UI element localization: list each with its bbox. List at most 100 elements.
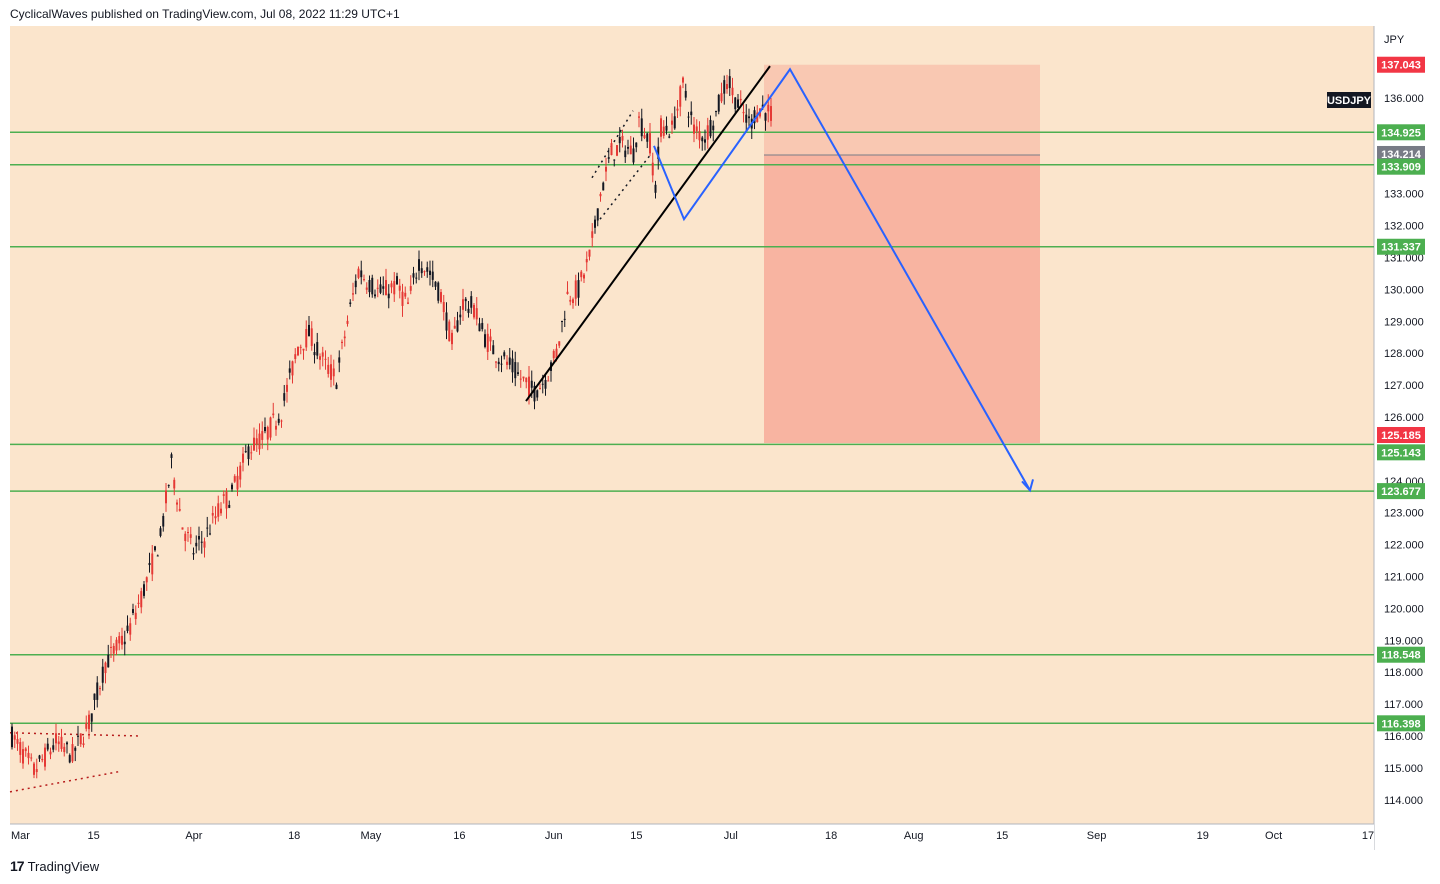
candle-body xyxy=(544,379,547,389)
candle-body xyxy=(519,378,522,380)
candle-body xyxy=(517,372,519,375)
dotted-patterns xyxy=(9,110,651,793)
candle-body xyxy=(272,413,275,416)
candle-body xyxy=(297,346,299,356)
candle-body xyxy=(594,219,596,228)
tradingview-logo-icon: 17 xyxy=(10,858,25,874)
drawings[interactable] xyxy=(525,65,1034,493)
candle-body xyxy=(522,376,525,379)
candle-body xyxy=(561,321,563,323)
x-tick-label: 19 xyxy=(1197,830,1209,842)
candle-body xyxy=(654,184,657,193)
time-axis[interactable] xyxy=(10,824,1374,850)
candle-body xyxy=(701,137,704,142)
candle-body xyxy=(247,446,250,460)
candle-body xyxy=(19,742,22,755)
x-tick-label: 18 xyxy=(825,830,837,842)
candle-body xyxy=(269,417,272,438)
candle-body xyxy=(255,438,258,445)
candle-body xyxy=(690,111,693,116)
candle-body xyxy=(423,271,426,273)
candle-body xyxy=(734,97,737,110)
candle-body xyxy=(726,83,728,90)
price-label-box xyxy=(1377,145,1425,162)
price-label-box xyxy=(1377,238,1425,255)
candle-body xyxy=(478,323,481,332)
candle-body xyxy=(363,279,365,281)
candle-body xyxy=(385,280,387,296)
candle-body xyxy=(621,135,624,141)
candle-body xyxy=(742,111,745,114)
candle-body xyxy=(404,292,407,297)
candle-body xyxy=(379,284,382,293)
candle-body xyxy=(181,527,184,530)
candle-body xyxy=(123,641,126,645)
candle-body xyxy=(349,302,352,304)
candle-body xyxy=(599,193,602,197)
short-position-box[interactable] xyxy=(764,64,1040,443)
candle-body xyxy=(426,267,429,272)
candle-body xyxy=(371,277,374,295)
candle-body xyxy=(44,747,46,767)
candle-body xyxy=(187,532,189,534)
candle-body xyxy=(79,733,82,745)
y-tick-label: 136.000 xyxy=(1384,93,1424,105)
y-tick-label: 118.000 xyxy=(1384,667,1423,679)
candle-body xyxy=(104,662,107,674)
candle-body xyxy=(211,512,214,516)
candle-body xyxy=(60,736,63,749)
symbol-badge[interactable]: USDJPY xyxy=(1327,92,1372,108)
y-tick-label: 126.000 xyxy=(1384,412,1424,424)
candle-body xyxy=(409,286,412,291)
candle-body xyxy=(313,352,316,356)
candle-body xyxy=(231,484,233,490)
candle-body xyxy=(332,368,335,377)
candle-body xyxy=(717,94,720,112)
candle-body xyxy=(770,106,772,121)
candle-body xyxy=(335,384,338,389)
candle-body xyxy=(624,150,627,158)
price-label: 134.925 xyxy=(1381,127,1421,139)
candle-body xyxy=(299,346,302,348)
publish-header: CyclicalWaves published on TradingView.c… xyxy=(10,7,400,21)
candle-body xyxy=(514,362,517,379)
candle-body xyxy=(52,745,55,750)
candle-body xyxy=(49,751,52,755)
candle-body xyxy=(709,119,712,137)
candle-body xyxy=(261,431,264,440)
candle-body xyxy=(596,208,599,221)
y-tick-label: 120.000 xyxy=(1384,603,1424,615)
candle-body xyxy=(244,451,247,453)
candle-body xyxy=(481,322,484,330)
candle-body xyxy=(605,166,607,172)
trendline xyxy=(525,65,771,402)
candle-body xyxy=(41,758,44,761)
candle-body xyxy=(321,352,324,357)
candle-body xyxy=(434,281,437,287)
candle-body xyxy=(74,747,77,751)
y-tick-label: 115.000 xyxy=(1384,763,1423,775)
candle-body xyxy=(266,426,269,440)
candle-body xyxy=(341,341,343,344)
tradingview-footer[interactable]: 17 TradingView xyxy=(10,858,99,874)
candle-body xyxy=(541,383,544,385)
plot-area xyxy=(10,26,1374,824)
candle-body xyxy=(585,258,588,263)
x-tick-label: 16 xyxy=(453,830,465,842)
candle-body xyxy=(198,536,200,540)
candle-body xyxy=(236,475,239,490)
candle-body xyxy=(38,755,41,759)
candle-body xyxy=(27,752,30,759)
y-tick-label: 128.000 xyxy=(1384,348,1424,360)
candle-body xyxy=(415,277,418,279)
candle-body xyxy=(176,502,178,505)
candle-body xyxy=(151,553,154,575)
dotted-line xyxy=(591,110,634,179)
projected-wave-path xyxy=(653,67,1031,491)
x-tick-label: Aug xyxy=(904,830,924,842)
candle-body xyxy=(148,562,151,566)
candle-body xyxy=(16,739,19,744)
y-tick-label: 129.000 xyxy=(1384,316,1424,328)
candle-body xyxy=(393,281,396,295)
